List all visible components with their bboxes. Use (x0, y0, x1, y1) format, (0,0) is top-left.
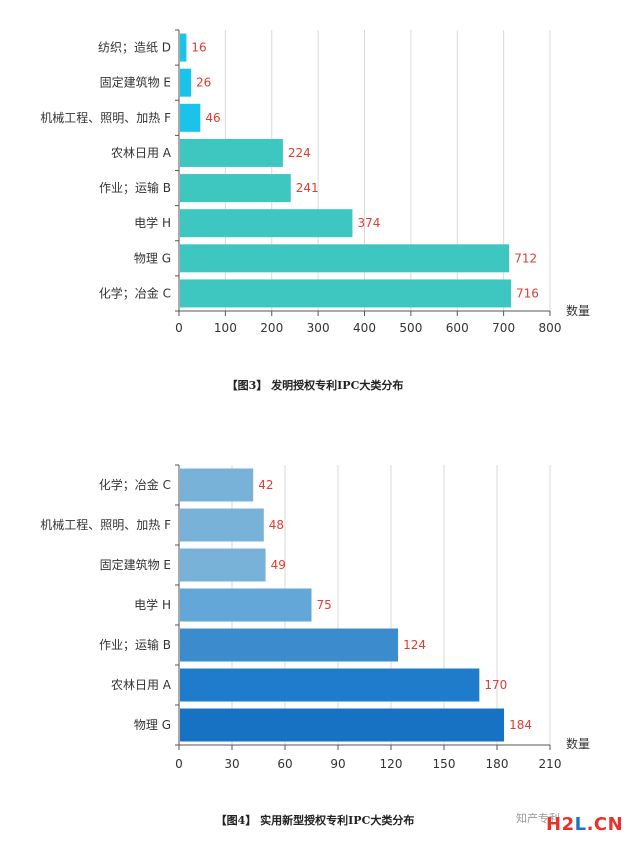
chart3-category-label: 机械工程、照明、加热 F (40, 110, 171, 125)
chart3-bar (180, 279, 512, 308)
logo-l: L (574, 814, 587, 835)
chart4-data-label: 75 (317, 598, 332, 612)
chart4-x-tick-label: 210 (539, 757, 562, 771)
chart4-x-tick-label: 180 (486, 757, 509, 771)
chart4-category-label: 化学；冶金 C (99, 477, 171, 492)
chart4-data-label: 184 (509, 718, 532, 732)
chart3-x-tick-label: 100 (214, 321, 237, 335)
chart3-bar (180, 244, 510, 273)
chart4-bar (180, 508, 264, 542)
chart4-bar (180, 668, 480, 702)
chart3-data-label: 712 (514, 251, 537, 265)
chart3-x-axis-label: 数量 (566, 303, 590, 318)
chart3-x-tick-label: 400 (353, 321, 376, 335)
chart3-category-label: 电学 H (134, 215, 171, 230)
chart4-category-label: 作业；运输 B (99, 637, 171, 652)
chart3-x-tick-label: 800 (539, 321, 562, 335)
chart3-category-label: 固定建筑物 E (100, 75, 171, 90)
chart3-category-label: 纺织；造纸 D (98, 41, 171, 55)
chart4-category-label: 电学 H (134, 597, 171, 612)
chart4-data-label: 170 (484, 678, 507, 692)
wechat-watermark: 知产专利 (516, 812, 560, 825)
chart4-x-axis-label: 数量 (566, 736, 590, 751)
chart4-x-tick-label: 60 (277, 757, 292, 771)
chart3-data-label: 716 (516, 286, 539, 300)
chart4-x-tick-label: 0 (175, 757, 183, 771)
chart4-bar (180, 588, 312, 622)
chart3-category-label: 作业；运输 B (99, 180, 171, 195)
chart3-data-label: 26 (196, 76, 211, 90)
chart4-data-label: 49 (271, 558, 286, 572)
chart4-data-label: 124 (403, 638, 426, 652)
logo-cn: .CN (586, 814, 624, 835)
chart4-data-label: 42 (258, 478, 273, 492)
chart3-bar (180, 33, 187, 62)
chart4-x-tick-label: 120 (380, 757, 403, 771)
chart4-category-label: 物理 G (134, 718, 171, 732)
chart3-bar (180, 103, 201, 132)
h2l-logo: H2L.CN (546, 814, 623, 835)
chart4-category-label: 农林日用 A (111, 678, 172, 692)
chart3-category-label: 物理 G (134, 251, 171, 265)
chart3-x-tick-label: 300 (307, 321, 330, 335)
chart3-data-label: 374 (357, 216, 380, 230)
chart4-category-label: 固定建筑物 E (100, 557, 171, 572)
chart4-bar (180, 628, 399, 662)
chart3-x-tick-label: 200 (260, 321, 283, 335)
chart3-data-label: 16 (191, 41, 206, 55)
logo-h2: H2 (546, 814, 575, 835)
chart3-data-label: 46 (205, 111, 220, 125)
chart3-data-label: 224 (288, 146, 311, 160)
chart3-x-tick-label: 600 (446, 321, 469, 335)
chart3-bar (180, 174, 291, 203)
chart4-bar (180, 468, 254, 502)
chart3-x-tick-label: 0 (175, 321, 183, 335)
chart3-data-label: 241 (296, 181, 319, 195)
chart3-bar (180, 138, 283, 167)
chart3-category-label: 农林日用 A (111, 146, 172, 160)
chart4-data-label: 48 (269, 518, 284, 532)
chart3-bar (180, 209, 353, 238)
chart4-bar (180, 548, 266, 582)
chart3-x-tick-label: 700 (492, 321, 515, 335)
chart4-x-tick-label: 90 (330, 757, 345, 771)
chart4-x-tick-label: 150 (433, 757, 456, 771)
chart3-x-tick-label: 500 (399, 321, 422, 335)
chart3-category-label: 化学；冶金 C (99, 285, 171, 300)
chart4-category-label: 机械工程、照明、加热 F (40, 517, 171, 532)
chart3-bar (180, 68, 192, 97)
chart4-bar (180, 708, 505, 742)
figure-4-caption: 【图4】 实用新型授权专利IPC大类分布 (215, 814, 415, 827)
chart4-x-tick-label: 30 (224, 757, 239, 771)
figure-3-caption: 【图3】 发明授权专利IPC大类分布 (226, 379, 404, 392)
